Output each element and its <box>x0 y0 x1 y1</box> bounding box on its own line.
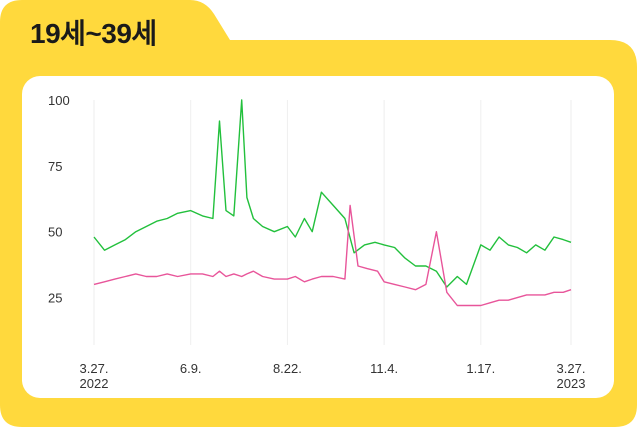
x-tick-label: 8.22. <box>273 361 302 376</box>
x-tick-label: 3.27. <box>557 361 586 376</box>
y-tick-label: 100 <box>48 93 70 108</box>
series-layer <box>93 99 572 307</box>
y-tick-label: 25 <box>48 291 62 306</box>
x-tick-year-label: 2023 <box>557 376 586 391</box>
x-tick-label: 6.9. <box>180 361 202 376</box>
series-line-green <box>93 99 572 288</box>
white-panel <box>22 76 614 398</box>
x-tick-label: 1.17. <box>466 361 495 376</box>
grid <box>93 100 572 345</box>
series-line-pink <box>93 204 572 307</box>
x-tick-label: 11.4. <box>370 361 398 376</box>
x-tick-year-label: 2022 <box>80 376 109 391</box>
y-tick-label: 50 <box>48 225 62 240</box>
y-tick-label: 75 <box>48 159 62 174</box>
y-axis-labels: 100 75 50 25 <box>48 93 70 306</box>
page-title: 19세~39세 <box>30 18 157 49</box>
x-tick-label: 3.27. <box>80 361 109 376</box>
